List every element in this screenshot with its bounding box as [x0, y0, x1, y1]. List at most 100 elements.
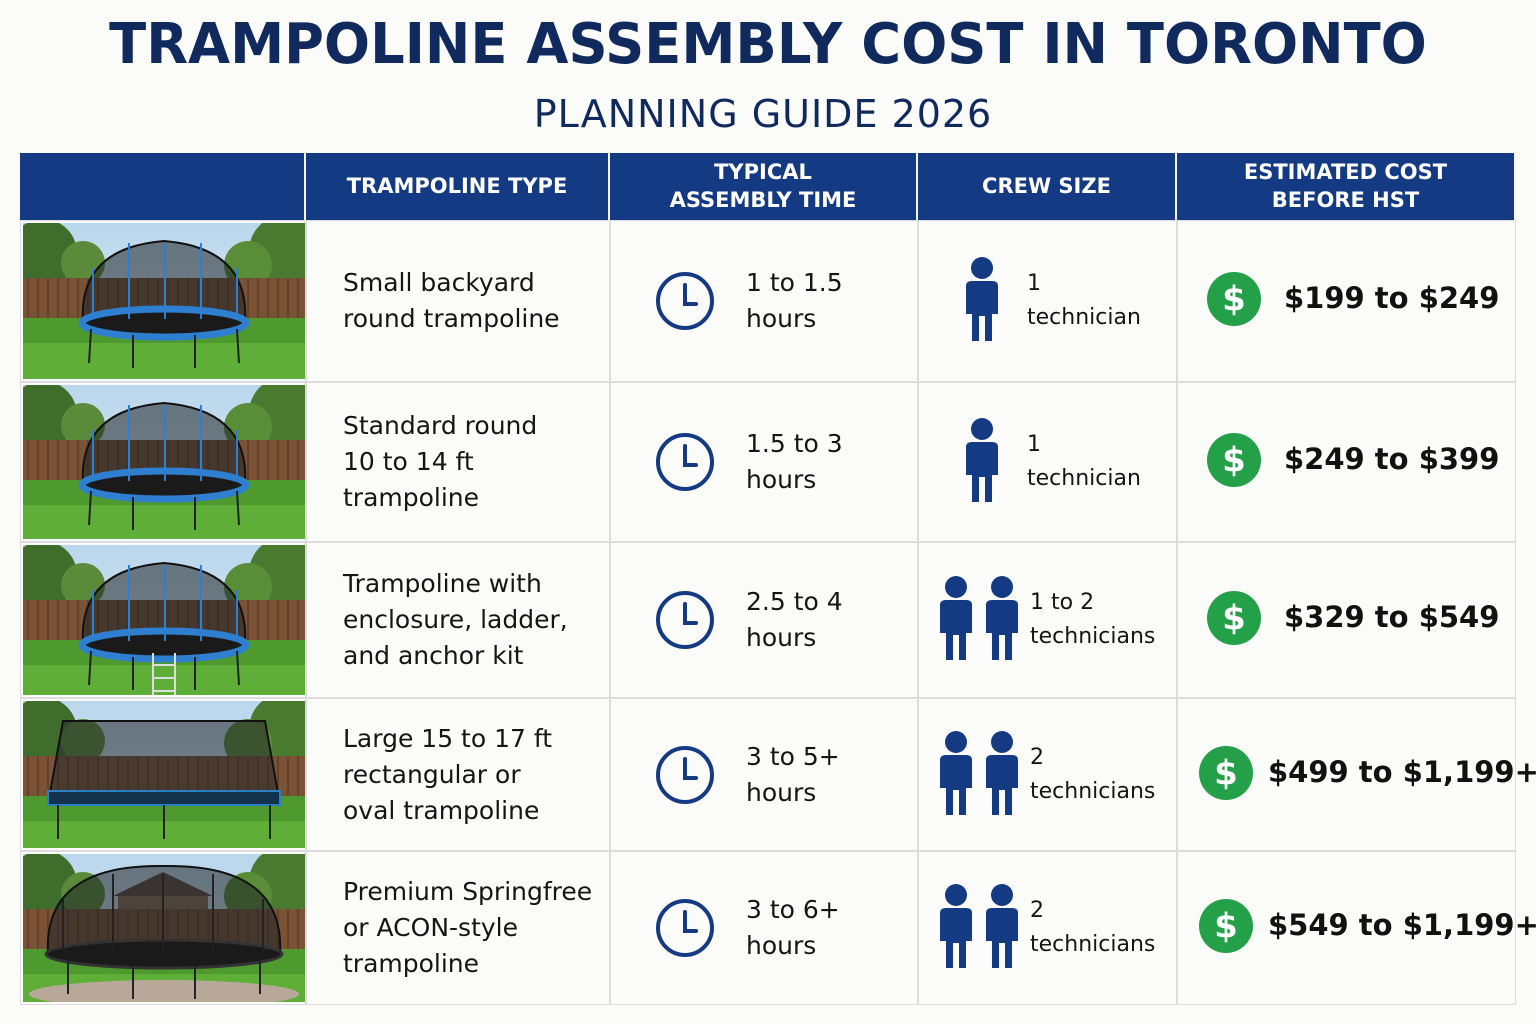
assembly-time: hours	[746, 931, 817, 960]
icon-part	[945, 576, 967, 598]
icon	[23, 854, 305, 1002]
table-cell	[306, 698, 610, 851]
icon-part	[945, 884, 967, 906]
crew-size: technicians	[1030, 778, 1156, 804]
trampoline-type: or ACON-style	[343, 913, 518, 942]
icon-part	[940, 730, 972, 815]
icon-part: $	[1222, 441, 1246, 481]
assembly-time: 2.5 to 4	[746, 587, 843, 616]
trampoline-type: Small backyard	[343, 268, 535, 297]
icon-part	[88, 490, 92, 526]
icon	[656, 745, 714, 804]
subtitle: PLANNING GUIDE 2026	[533, 92, 993, 136]
icon-part	[683, 602, 698, 625]
icon-part	[986, 908, 1018, 968]
crew-icon	[934, 575, 1026, 665]
icon-part	[656, 899, 714, 957]
table-cell	[610, 542, 918, 698]
crew-size: technician	[1027, 466, 1141, 491]
table-cell	[306, 382, 610, 542]
crew-size: technicians	[1030, 624, 1156, 649]
icon-part: $	[1222, 280, 1246, 320]
table-cell	[610, 698, 918, 851]
crew-size: technician	[1027, 305, 1141, 330]
icon-part: $	[1222, 599, 1246, 639]
icon: $	[1199, 745, 1253, 800]
crew-icon	[960, 417, 1004, 507]
icon-part	[47, 790, 281, 806]
icon-part	[986, 884, 1018, 968]
assembly-time: hours	[746, 304, 817, 333]
icon-part	[48, 720, 280, 794]
trampoline-type: and anchor kit	[343, 641, 524, 670]
table-cell	[306, 851, 610, 1005]
icon	[23, 545, 305, 695]
assembly-time: hours	[746, 623, 817, 652]
icon-part	[1207, 272, 1261, 326]
icon: $	[1199, 899, 1253, 953]
trampoline-photo	[23, 545, 305, 695]
icon-part	[986, 730, 1018, 815]
trampoline-photo	[23, 701, 305, 848]
clock-icon	[654, 589, 716, 655]
icon	[940, 576, 1018, 660]
icon-part	[986, 576, 1018, 660]
assembly-time: 1.5 to 3	[746, 429, 843, 458]
assembly-time: 3 to 5+	[746, 741, 840, 771]
icon	[656, 591, 714, 649]
clock-icon	[654, 897, 716, 963]
crew-icon	[934, 883, 1026, 973]
icon-part	[236, 490, 240, 526]
trampoline-type: round trampoline	[343, 304, 560, 333]
table-cell	[918, 220, 1177, 382]
icon-part	[1207, 433, 1261, 487]
icon-part	[29, 980, 299, 1002]
crew-size: 2	[1030, 898, 1044, 923]
icon-part	[966, 418, 998, 502]
estimated-cost: $329 to $549	[1284, 600, 1500, 634]
icon-part	[940, 576, 972, 660]
icon-part	[1199, 745, 1253, 800]
clock-icon	[654, 270, 716, 336]
icon-part: $	[1214, 907, 1238, 947]
trampoline-photo	[23, 385, 305, 539]
assembly-time: hours	[746, 465, 817, 494]
dollar-icon: $	[1199, 745, 1253, 804]
trampoline-type: Standard round	[343, 411, 538, 440]
trampoline-type: rectangular or	[343, 759, 521, 789]
column-header: TRAMPOLINE TYPE	[306, 153, 610, 220]
estimated-cost: $549 to $1,199+	[1268, 908, 1536, 942]
icon	[656, 899, 714, 957]
dollar-icon: $	[1207, 433, 1261, 491]
crew-size: 2	[1030, 744, 1044, 770]
icon-part	[940, 754, 972, 815]
dollar-icon: $	[1207, 591, 1261, 649]
icon-part	[986, 754, 1018, 815]
icon-part	[986, 600, 1018, 660]
table-cell	[918, 382, 1177, 542]
trampoline-type: oval trampoline	[343, 795, 540, 825]
icon-part	[656, 591, 714, 649]
estimated-cost: $249 to $399	[1284, 442, 1500, 476]
icon-part	[966, 257, 998, 341]
icon-part	[940, 884, 972, 968]
icon: $	[1207, 591, 1261, 645]
table-cell	[306, 220, 610, 382]
trampoline-photo	[23, 854, 305, 1002]
icon-part	[683, 756, 698, 780]
icon	[23, 701, 305, 848]
icon-part	[971, 418, 993, 440]
clock-icon	[654, 744, 716, 810]
table-cell	[306, 542, 610, 698]
trampoline-photo	[23, 223, 305, 379]
trampoline-type: Large 15 to 17 ft	[343, 723, 553, 753]
dollar-icon: $	[1199, 899, 1253, 957]
icon-part	[683, 910, 698, 933]
icon	[23, 385, 305, 539]
icon	[656, 272, 714, 330]
icon-part	[971, 257, 993, 279]
assembly-time: hours	[746, 777, 817, 807]
assembly-time: 3 to 6+	[746, 895, 840, 924]
icon-part	[23, 505, 305, 539]
